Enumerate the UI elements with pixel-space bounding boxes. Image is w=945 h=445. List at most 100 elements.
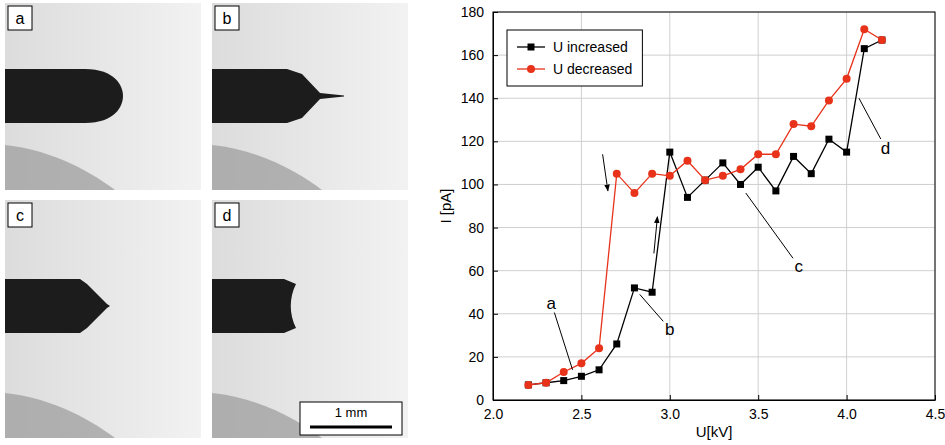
scale-bar-line — [310, 426, 392, 429]
y-tick-label: 40 — [468, 306, 484, 322]
image-panels: a b c d — [5, 3, 408, 438]
x-tick-label: 2.0 — [484, 406, 504, 422]
annotation-leader — [746, 193, 793, 258]
grid-line-y — [493, 356, 935, 357]
panel-image — [212, 200, 408, 438]
nozzle — [212, 279, 296, 333]
panel-label-box — [8, 6, 32, 30]
data-point — [683, 157, 691, 165]
y-tick: 20 — [468, 349, 498, 365]
image-panel: b — [212, 3, 408, 190]
x-tick-mark — [847, 395, 848, 400]
annotations: abcd — [547, 98, 891, 370]
x-tick-label: 3.0 — [661, 406, 681, 422]
y-tick-mark — [493, 228, 498, 229]
data-point — [613, 340, 620, 347]
data-point — [666, 149, 673, 156]
data-point — [772, 187, 779, 194]
y-tick-mark — [493, 184, 498, 185]
data-point — [649, 289, 656, 296]
legend-item: U decreased — [517, 61, 632, 77]
data-point — [719, 159, 726, 166]
panel-label-box — [215, 6, 239, 30]
panel-label: c — [16, 207, 24, 224]
y-tick-mark — [493, 98, 498, 99]
legend-marker — [528, 44, 535, 51]
legend-item: U increased — [517, 39, 628, 55]
data-point — [825, 96, 833, 104]
y-axis-title: I [pA] — [437, 188, 454, 223]
y-tick-label: 120 — [461, 133, 485, 149]
data-point — [790, 153, 797, 160]
annotation-leader — [859, 98, 881, 139]
scale-bar-label: 1 mm — [335, 405, 368, 420]
y-tick: 80 — [468, 220, 498, 236]
y-tick: 160 — [461, 47, 498, 63]
panel-label-box — [215, 203, 239, 227]
x-tick-mark — [581, 395, 582, 400]
grid-line-x — [669, 12, 670, 400]
y-tick-label: 0 — [476, 392, 484, 408]
data-point — [684, 194, 691, 201]
panel-image — [5, 200, 201, 438]
panel-shadow — [212, 145, 322, 190]
y-axis: 020406080100120140160180 — [461, 4, 498, 408]
data-point — [807, 122, 815, 130]
y-tick-label: 20 — [468, 349, 484, 365]
data-point — [808, 170, 815, 177]
data-point — [524, 381, 532, 389]
legend-label: U decreased — [553, 61, 632, 77]
x-tick-mark — [935, 395, 936, 400]
panel-background — [212, 200, 408, 438]
image-panel: a — [5, 3, 201, 190]
x-tick: 3.5 — [749, 395, 769, 422]
grid-line-y — [493, 98, 935, 99]
panel-shadow — [5, 145, 115, 190]
panel-label: d — [223, 207, 232, 224]
y-axis-line — [493, 13, 494, 401]
grid-line-y — [493, 227, 935, 228]
data-point — [843, 75, 851, 83]
data-point — [701, 176, 709, 184]
legend-label: U increased — [553, 39, 628, 55]
panel-image — [212, 3, 408, 190]
y-tick: 140 — [461, 90, 498, 106]
panel-label: a — [16, 10, 25, 27]
y-tick-mark — [493, 271, 498, 272]
y-tick-mark — [493, 400, 498, 401]
panel-background — [212, 3, 408, 190]
x-tick-mark — [670, 395, 671, 400]
annotation-leader — [640, 294, 663, 321]
annotation-leader — [554, 313, 572, 370]
data-point — [878, 36, 886, 44]
x-axis: 2.02.53.03.54.04.5 — [484, 395, 945, 422]
x-tick-label: 4.5 — [926, 406, 945, 422]
data-point — [772, 150, 780, 158]
y-tick: 60 — [468, 263, 498, 279]
x-tick: 2.5 — [572, 395, 592, 422]
y-tick-mark — [493, 55, 498, 56]
panel-background — [5, 3, 201, 190]
panel-label: b — [223, 10, 232, 27]
data-point — [560, 368, 568, 376]
panel-background — [5, 200, 201, 438]
image-panel: c — [5, 200, 201, 438]
data-point — [648, 170, 656, 178]
data-point — [790, 120, 798, 128]
data-point — [825, 136, 832, 143]
data-point — [737, 181, 744, 188]
image-panel: d — [212, 200, 408, 438]
data-point — [666, 172, 674, 180]
data-point — [860, 25, 868, 33]
y-tick: 180 — [461, 4, 498, 20]
y-tick: 40 — [468, 306, 498, 322]
chart: 2.02.53.03.54.04.50204060801001201401601… — [437, 4, 945, 440]
data-point — [578, 373, 585, 380]
grid-line-y — [493, 184, 935, 185]
grid-line-y — [493, 313, 935, 314]
grid — [493, 12, 935, 400]
direction-arrow — [603, 154, 608, 191]
data-point — [525, 381, 532, 388]
y-tick-label: 160 — [461, 47, 485, 63]
nozzle — [212, 69, 344, 123]
